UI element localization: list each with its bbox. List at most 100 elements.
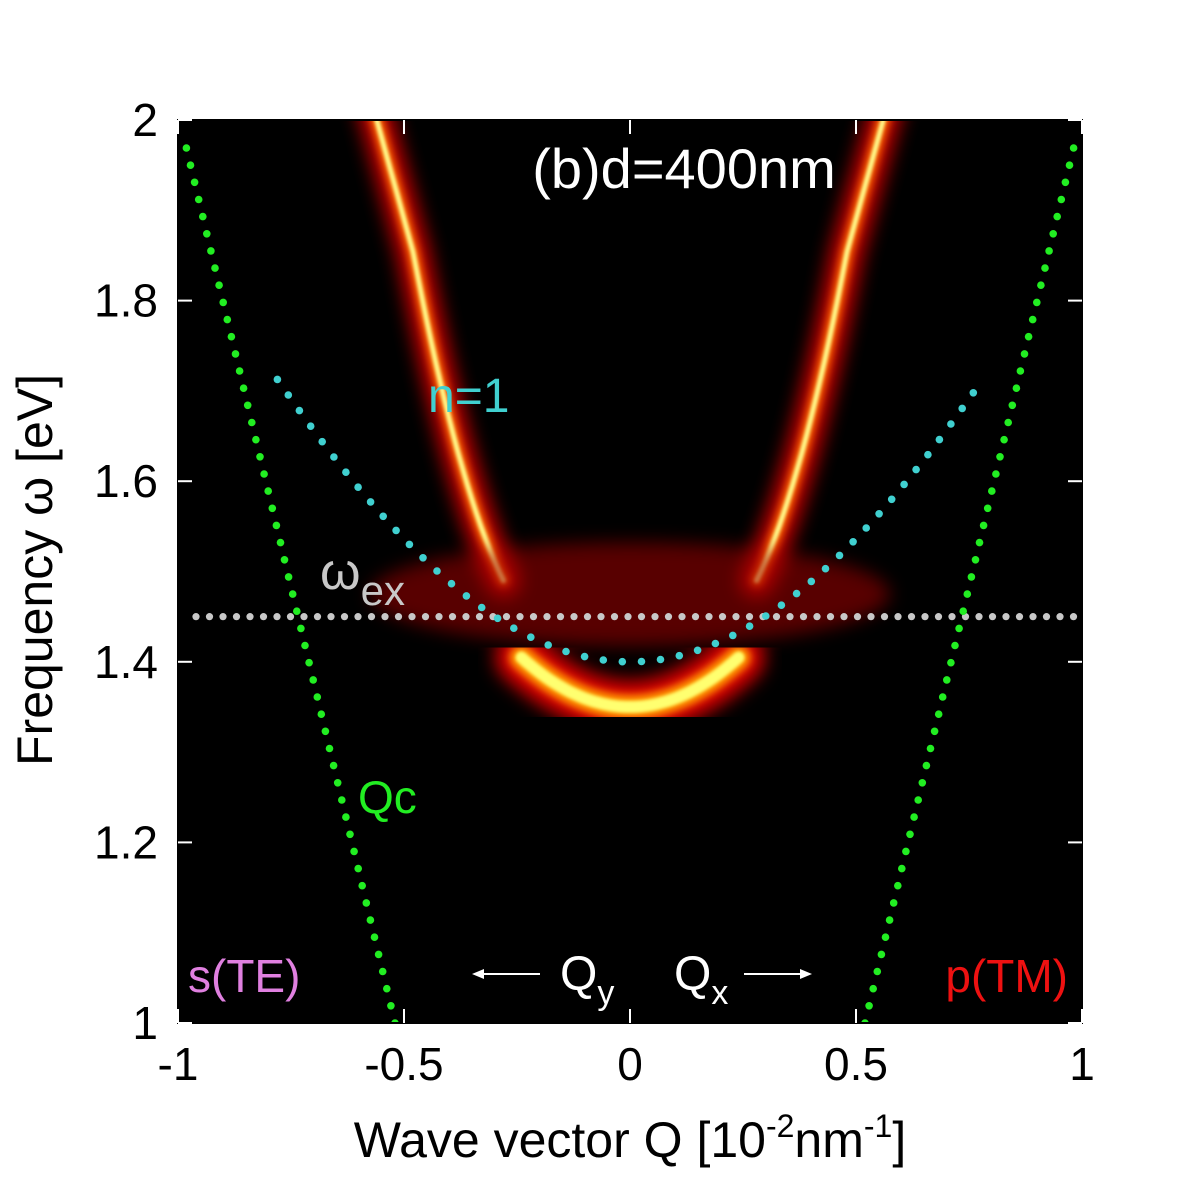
omega-ex-dot — [259, 613, 268, 621]
y-tick-label: 1.6 — [94, 455, 158, 507]
omega-ex-dot — [394, 613, 403, 621]
n1-mode-dot — [273, 375, 282, 384]
omega-ex-dot — [894, 613, 902, 621]
qy-base: Q — [560, 948, 597, 1001]
qc-line-dot — [1037, 281, 1045, 290]
omega-ex-dot — [205, 613, 214, 621]
n1-mode-dot — [477, 603, 486, 612]
p-tm-label: p(TM) — [945, 950, 1068, 1002]
qc-line-dot — [387, 1002, 395, 1010]
qc-line-dot — [1000, 435, 1008, 444]
omega-ex-dot — [907, 613, 916, 621]
n1-mode-dot — [462, 592, 471, 600]
qy-label: Qy — [560, 948, 614, 1012]
omega-ex-dot — [516, 613, 524, 621]
qy-sub: y — [597, 974, 614, 1012]
x-axis-title: Wave vector Q [10-2nm-1] — [354, 1108, 906, 1168]
qc-line-dot — [1033, 298, 1041, 307]
qc-line-dot — [894, 881, 902, 890]
omega-ex-dot — [853, 613, 862, 621]
qc-line-dot — [947, 658, 955, 667]
n1-mode-dot — [637, 657, 646, 666]
qc-line-dot — [252, 435, 260, 444]
n1-mode-dot — [711, 639, 720, 648]
qx-sub: x — [711, 974, 728, 1012]
omega-ex-dot — [880, 613, 889, 621]
omega-ex-dot — [921, 613, 929, 621]
qc-line-dot — [902, 847, 910, 856]
qc-line-dot — [227, 332, 236, 341]
qc-line-dot — [354, 864, 363, 873]
qc-line-dot — [203, 230, 211, 238]
omega-ex-dot — [327, 613, 335, 621]
y-tick-label: 1.2 — [94, 816, 158, 868]
n1-mode-dot — [392, 526, 400, 535]
qc-line-dot — [256, 453, 264, 461]
n1-mode-dot — [729, 631, 737, 640]
y-tick-label: 1 — [132, 997, 158, 1049]
qc-line-dot — [1049, 230, 1057, 238]
qc-line-dot — [215, 281, 223, 290]
y-axis-title: Frequency ω [eV] — [7, 374, 63, 766]
y-tick-label: 1.4 — [94, 636, 158, 688]
qc-line-dot — [293, 607, 301, 615]
omega-ex-dot — [786, 613, 794, 621]
qc-line-dot — [983, 504, 992, 513]
qc-line-dot — [325, 744, 334, 753]
qc-line-dot — [898, 864, 906, 873]
qc-line-dot — [342, 813, 350, 821]
qc-line-dot — [276, 538, 285, 547]
omega-ex-dot — [597, 613, 605, 621]
omega-ex-dot — [691, 613, 700, 621]
qc-line-dot — [231, 350, 240, 358]
omega-ex-label: ωex — [320, 543, 405, 614]
omega-ex-dot — [705, 613, 713, 621]
omega-ex-dot — [1002, 613, 1010, 621]
qc-line-dot — [223, 315, 232, 324]
omega-ex-sub: ex — [361, 567, 405, 614]
qc-label: Qc — [358, 771, 417, 823]
qc-line-dot — [182, 144, 191, 152]
n1-mode-dot — [599, 656, 608, 664]
qc-line-dot — [272, 521, 281, 530]
qc-line-dot — [1024, 332, 1033, 341]
x-tick-label: 0.5 — [824, 1038, 888, 1090]
n1-mode-dot — [777, 601, 786, 609]
qc-line-dot — [260, 470, 268, 478]
y-tick-label: 2 — [132, 94, 158, 146]
omega-ex-dot — [1029, 613, 1037, 621]
omega-ex-dot — [313, 613, 322, 621]
qc-line-dot — [194, 195, 203, 204]
omega-ex-dot — [948, 613, 956, 621]
qc-line-dot — [1057, 195, 1066, 204]
qc-line-dot — [922, 761, 931, 770]
omega-ex-dot — [273, 613, 281, 621]
qc-line-dot — [881, 933, 890, 941]
qy-arrow — [472, 969, 540, 979]
qc-line-dot — [943, 676, 951, 684]
n1-mode-dot — [405, 540, 414, 549]
qc-line-dot — [1041, 264, 1049, 272]
y-tick-label: 1.8 — [94, 275, 158, 327]
n1-mode-dot — [544, 641, 552, 649]
n1-label: n=1 — [428, 370, 509, 423]
qc-line-dot — [243, 401, 252, 410]
x-tick-label: 1 — [1069, 1038, 1095, 1090]
n1-mode-dot — [745, 622, 754, 630]
omega-ex-dot — [502, 613, 511, 621]
qc-line-dot — [1061, 178, 1070, 187]
n1-mode-dot — [510, 624, 518, 632]
qc-line-dot — [938, 693, 947, 701]
qc-line-dot — [885, 916, 894, 924]
n1-mode-dot — [295, 406, 304, 415]
qc-line-dot — [297, 624, 305, 633]
qc-line-dot — [362, 899, 371, 907]
n1-mode-dot — [354, 483, 362, 492]
qc-line-dot — [219, 298, 227, 307]
lower-branch-peak — [515, 651, 745, 713]
qc-line-dot — [264, 487, 273, 495]
x-tick-label: -1 — [158, 1038, 199, 1090]
qc-line-dot — [1045, 247, 1053, 255]
n1-mode-dot — [792, 589, 801, 598]
n1-mode-dot — [618, 657, 627, 666]
